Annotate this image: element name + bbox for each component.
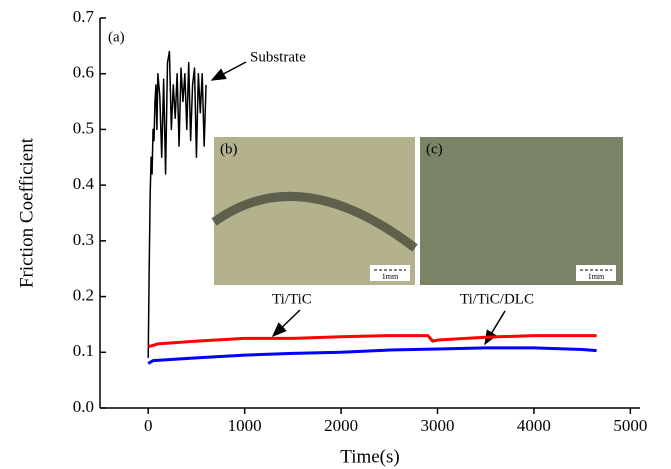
- annotation-arrow: [484, 310, 506, 346]
- series-annotation: Ti/TiC: [272, 291, 312, 307]
- series-annotation: Ti/TiC/DLC: [460, 291, 534, 307]
- y-axis-title: Friction Coefficient: [16, 137, 37, 288]
- annotation-arrow: [271, 309, 301, 338]
- x-tick-label: 3000: [421, 416, 455, 435]
- y-tick-label: 0.5: [73, 118, 94, 137]
- scale-label: 1mm: [588, 272, 605, 281]
- y-tick-label: 0.4: [73, 174, 95, 193]
- y-tick-label: 0.0: [73, 397, 94, 416]
- y-tick-label: 0.6: [73, 63, 94, 82]
- x-tick-label: 2000: [324, 416, 358, 435]
- x-tick-label: 1000: [228, 416, 262, 435]
- y-tick-label: 0.2: [73, 285, 94, 304]
- panel-label: (a): [108, 29, 125, 45]
- series-annotation: Substrate: [250, 49, 306, 65]
- x-tick-label: 4000: [517, 416, 551, 435]
- series-line: [147, 50, 207, 358]
- wear-track: [211, 191, 418, 252]
- inset-image-c: [420, 137, 623, 285]
- y-tick-label: 0.7: [73, 7, 95, 26]
- series-line: [147, 346, 597, 365]
- x-tick-label: 0: [144, 416, 153, 435]
- inset-image-b: [214, 137, 415, 285]
- inset-label: (c): [426, 141, 443, 157]
- y-tick-label: 0.3: [73, 230, 94, 249]
- inset-label: (b): [220, 141, 238, 157]
- y-tick-label: 0.1: [73, 341, 94, 360]
- scale-box: [576, 265, 616, 281]
- annotation-arrow: [210, 61, 247, 81]
- x-axis-title: Time(s): [340, 446, 399, 467]
- insets: (b) (c) 1mm 1mm: [211, 137, 623, 285]
- x-tick-label: 5000: [613, 416, 647, 435]
- scale-box: [370, 265, 410, 281]
- series-line: [147, 334, 597, 349]
- scale-label: 1mm: [382, 272, 399, 281]
